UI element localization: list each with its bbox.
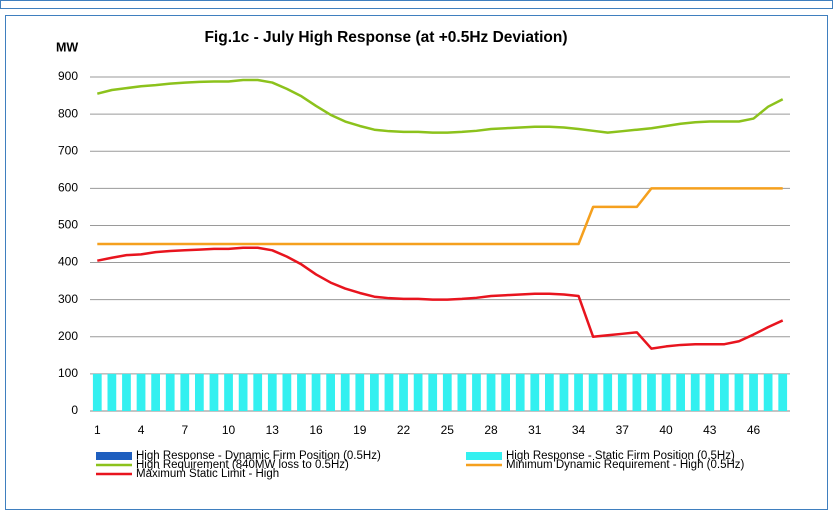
- bar: [326, 373, 335, 411]
- y-tick-label: 200: [58, 329, 78, 343]
- y-tick-label: 300: [58, 292, 78, 306]
- legend-swatch: [96, 452, 132, 460]
- bar: [428, 373, 438, 411]
- x-tick-label: 1: [94, 423, 101, 437]
- bar: [588, 373, 598, 411]
- bar: [705, 373, 715, 411]
- bar: [267, 373, 277, 411]
- bar: [370, 373, 379, 411]
- x-tick-label: 31: [528, 423, 542, 437]
- y-tick-label: 700: [58, 143, 78, 157]
- y-tick-label: 500: [58, 218, 78, 232]
- bar: [720, 373, 729, 411]
- chart-title: Fig.1c - July High Response (at +0.5Hz D…: [204, 29, 567, 46]
- x-tick-label: 7: [181, 423, 188, 437]
- x-tick-label: 10: [222, 423, 236, 437]
- bar: [603, 373, 613, 411]
- bar: [122, 373, 131, 411]
- y-tick-label: 800: [58, 106, 78, 120]
- x-tick-label: 34: [572, 423, 586, 437]
- bar: [574, 373, 583, 411]
- bar: [107, 373, 117, 411]
- bar: [136, 373, 146, 411]
- bar: [195, 373, 204, 411]
- bar: [545, 373, 554, 411]
- bar: [384, 373, 394, 411]
- x-tick-label: 4: [138, 423, 145, 437]
- bar: [399, 373, 408, 411]
- bar: [180, 373, 190, 411]
- bar: [92, 373, 102, 411]
- bar: [778, 373, 788, 411]
- top-frame: [0, 0, 833, 9]
- bar: [355, 373, 365, 411]
- bar: [647, 373, 656, 411]
- bar: [457, 373, 467, 411]
- bar: [472, 373, 481, 411]
- x-tick-label: 22: [397, 423, 411, 437]
- bar: [734, 373, 744, 411]
- legend-label: Minimum Dynamic Requirement - High (0.5H…: [506, 459, 745, 471]
- bar: [661, 373, 671, 411]
- y-tick-label: 900: [58, 69, 78, 83]
- bar: [530, 373, 540, 411]
- line: [97, 187, 783, 246]
- bar: [165, 373, 175, 411]
- x-tick-label: 16: [309, 423, 323, 437]
- bar: [209, 373, 219, 411]
- legend-label: Maximum Static Limit - High: [136, 468, 279, 480]
- bar: [515, 373, 525, 411]
- bar: [617, 373, 627, 411]
- bar: [224, 373, 233, 411]
- x-tick-label: 13: [266, 423, 280, 437]
- bar: [297, 373, 306, 411]
- bar: [311, 373, 321, 411]
- bar: [442, 373, 452, 411]
- y-axis-label: MW: [56, 40, 78, 54]
- x-tick-label: 40: [659, 423, 673, 437]
- bar: [559, 373, 569, 411]
- y-tick-label: 100: [58, 366, 78, 380]
- bar: [238, 373, 248, 411]
- legend-label: High Requirement (840MW loss to 0.5Hz): [136, 459, 349, 471]
- y-tick-label: 400: [58, 255, 78, 269]
- bar: [282, 373, 292, 411]
- x-tick-label: 43: [703, 423, 717, 437]
- bar: [340, 373, 350, 411]
- x-tick-label: 19: [353, 423, 367, 437]
- bar: [253, 373, 263, 411]
- bar: [690, 373, 700, 411]
- bar: [763, 373, 773, 411]
- x-tick-label: 37: [616, 423, 630, 437]
- x-tick-label: 46: [747, 423, 761, 437]
- bar: [749, 373, 758, 411]
- legend-label: High Response - Dynamic Firm Position (0…: [136, 450, 381, 462]
- bar: [676, 373, 685, 411]
- y-tick-label: 600: [58, 181, 78, 195]
- bar: [486, 373, 496, 411]
- bar: [151, 373, 160, 411]
- x-tick-label: 25: [441, 423, 455, 437]
- bar: [413, 373, 423, 411]
- line: [96, 78, 784, 134]
- legend-label: High Response - Static Firm Position (0.…: [506, 450, 735, 462]
- x-tick-label: 28: [484, 423, 498, 437]
- y-tick-label: 0: [71, 403, 78, 417]
- legend-swatch: [466, 452, 502, 460]
- line: [97, 246, 784, 350]
- bar: [501, 373, 510, 411]
- bar: [632, 373, 642, 411]
